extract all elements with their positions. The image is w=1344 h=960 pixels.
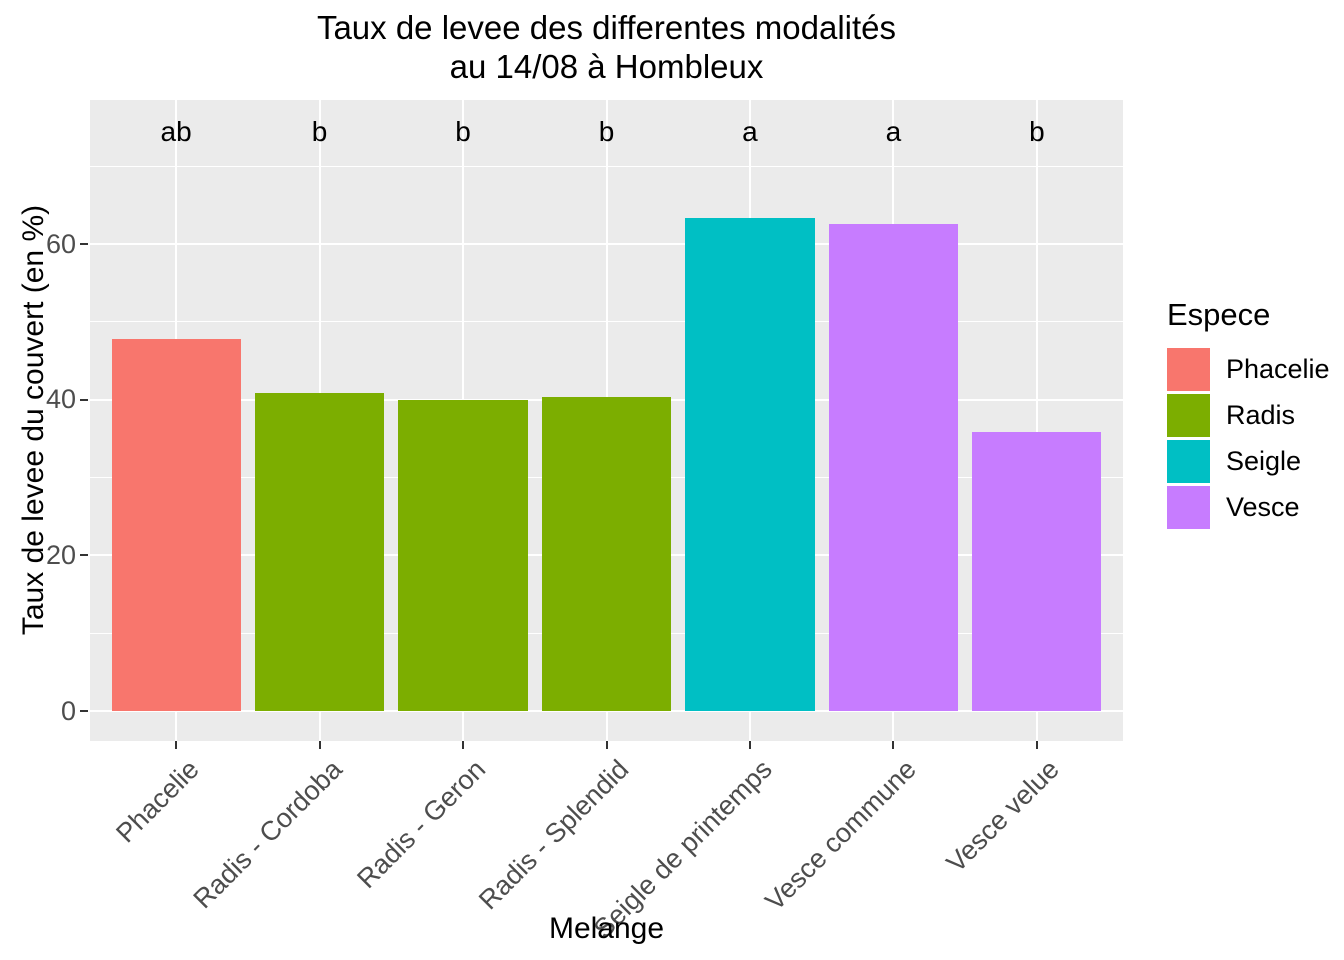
significance-letter-radis-splendid: b	[598, 116, 615, 147]
bar-seigle-de-printemps	[685, 218, 815, 712]
chart-title-line2: au 14/08 à Hombleux	[449, 48, 764, 85]
legend-swatch-radis	[1167, 394, 1210, 437]
significance-letter-vesce-velue: b	[1029, 116, 1045, 147]
bar-radis-geron	[398, 400, 528, 712]
y-tick-mark-40	[80, 398, 88, 401]
plot-panel: ab b b b a a b	[90, 100, 1123, 741]
x-tick-mark-seigle-de-printemps	[748, 741, 751, 749]
legend-entries: Phacelie Radis Seigle Vesce	[1167, 348, 1330, 529]
bar-radis-splendid	[541, 396, 672, 712]
significance-letter-phacelie: ab	[160, 116, 192, 147]
x-tick-label-radis-splendid: Radis - Splendid	[473, 754, 635, 916]
legend-entry-seigle: Seigle	[1167, 440, 1330, 483]
legend-label-seigle: Seigle	[1226, 446, 1302, 476]
x-tick-mark-vesce-commune	[892, 741, 895, 749]
bar-vesce-commune	[828, 223, 958, 712]
x-tick-mark-radis-splendid	[605, 741, 608, 749]
bar-vesce-velue	[972, 431, 1102, 712]
gridline-x-vesce-velue	[1035, 100, 1038, 741]
x-tick-label-vesce-velue: Vesce velue	[940, 754, 1066, 879]
y-axis-title: Taux de levee du couvert (en %)	[17, 204, 50, 636]
legend-swatch-seigle	[1167, 440, 1210, 483]
significance-letter-vesce-commune: a	[885, 116, 902, 147]
x-tick-mark-radis-geron	[462, 741, 465, 749]
legend-entry-vesce: Vesce	[1167, 486, 1330, 529]
significance-letter-radis-geron: b	[455, 116, 471, 147]
legend-title: Espece	[1167, 297, 1271, 332]
significance-letter-radis-cordoba: b	[311, 116, 328, 147]
legend-label-vesce: Vesce	[1226, 492, 1300, 522]
x-tick-label-radis-geron: Radis - Geron	[351, 754, 492, 895]
chart-title: Taux de levee des differentes modalités …	[90, 8, 1123, 86]
y-tick-label-40: 40	[45, 384, 76, 415]
x-tick-label-vesce-commune: Vesce commune	[759, 754, 922, 917]
bar-radis-cordoba	[254, 392, 385, 712]
x-axis-title: Melange	[548, 912, 665, 945]
x-tick-mark-radis-cordoba	[318, 741, 321, 749]
y-tick-mark-0	[80, 710, 88, 713]
legend-entry-radis: Radis	[1167, 394, 1330, 437]
bar-phacelie	[111, 338, 241, 712]
x-tick-label-radis-cordoba: Radis - Cordoba	[187, 754, 348, 915]
legend: Espece Phacelie Radis Seigle Vesce	[1167, 297, 1330, 532]
x-tick-mark-vesce-velue	[1035, 741, 1038, 749]
legend-swatch-vesce	[1167, 486, 1210, 529]
chart-title-line1: Taux de levee des differentes modalités	[316, 9, 897, 46]
legend-swatch-phacelie	[1167, 348, 1210, 391]
legend-label-radis: Radis	[1226, 400, 1296, 430]
y-tick-mark-60	[80, 243, 88, 245]
legend-entry-phacelie: Phacelie	[1167, 348, 1330, 391]
y-tick-label-0: 0	[60, 695, 76, 726]
y-tick-label-60: 60	[45, 228, 76, 259]
legend-label-phacelie: Phacelie	[1226, 354, 1330, 384]
x-tick-mark-phacelie	[175, 741, 178, 749]
significance-letter-seigle-de-printemps: a	[742, 116, 758, 147]
y-tick-mark-20	[80, 554, 88, 557]
x-tick-label-phacelie: Phacelie	[109, 754, 205, 849]
y-tick-label-20: 20	[45, 539, 76, 570]
